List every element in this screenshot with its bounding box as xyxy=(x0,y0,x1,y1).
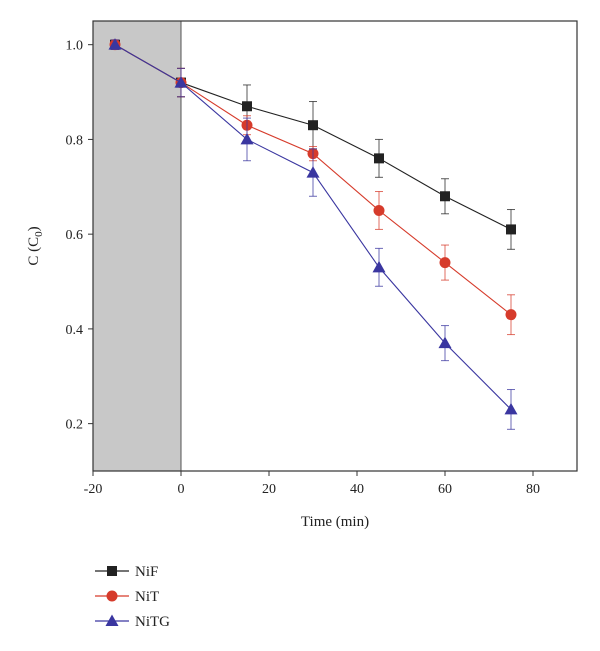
data-point-nif xyxy=(308,120,318,131)
legend-label-nit: NiT xyxy=(135,589,159,605)
data-point-nif xyxy=(374,153,384,164)
data-point-nitg xyxy=(306,166,320,178)
data-point-nitg xyxy=(504,402,518,415)
data-point-nitg xyxy=(108,38,122,50)
x-tick-label: 40 xyxy=(350,482,364,497)
plot-area xyxy=(92,20,518,472)
y-tick-label: 0.6 xyxy=(66,228,84,243)
data-point-nif xyxy=(440,191,450,202)
legend-label-nif: NiF xyxy=(135,564,158,580)
data-point-nitg xyxy=(372,260,386,273)
y-tick-label: 0.8 xyxy=(66,133,84,148)
data-point-nitg xyxy=(240,132,254,145)
x-tick-label: 0 xyxy=(178,482,185,497)
data-point-nif xyxy=(506,224,516,235)
axes: -20 0 20 40 60 80 0.2 0.4 0.6 0.8 1.0 xyxy=(66,20,578,497)
x-tick-label: -20 xyxy=(84,482,103,497)
y-axis-title-subscript: 0 xyxy=(33,231,45,237)
series-nitg xyxy=(108,38,518,430)
data-point-nif xyxy=(242,101,252,112)
data-point-nitg xyxy=(174,76,188,88)
plot-frame xyxy=(92,20,578,472)
y-tick-label: 0.2 xyxy=(66,418,84,433)
legend-label-nitg: NiTG xyxy=(135,614,170,630)
y-axis-title-close: ) xyxy=(26,226,42,231)
legend: NiF NiT NiTG xyxy=(95,564,170,630)
y-axis-title: C (C0) xyxy=(26,226,45,265)
data-point-nitg xyxy=(438,336,452,349)
data-point-nit xyxy=(505,309,517,321)
y-tick-label: 0.4 xyxy=(66,323,84,338)
y-axis-title-main: C (C xyxy=(26,237,42,266)
x-axis-title: Time (min) xyxy=(301,514,369,530)
legend-marker-nit xyxy=(106,590,118,602)
x-tick-label: 80 xyxy=(526,482,540,497)
x-tick-label: 20 xyxy=(262,482,276,497)
legend-marker-nitg xyxy=(105,614,119,626)
y-tick-label: 1.0 xyxy=(66,39,84,54)
dark-period-region xyxy=(92,20,182,472)
legend-marker-nif xyxy=(107,566,117,576)
x-tick-label: 60 xyxy=(438,482,452,497)
data-point-nit xyxy=(373,204,385,216)
data-point-nit xyxy=(439,257,451,269)
